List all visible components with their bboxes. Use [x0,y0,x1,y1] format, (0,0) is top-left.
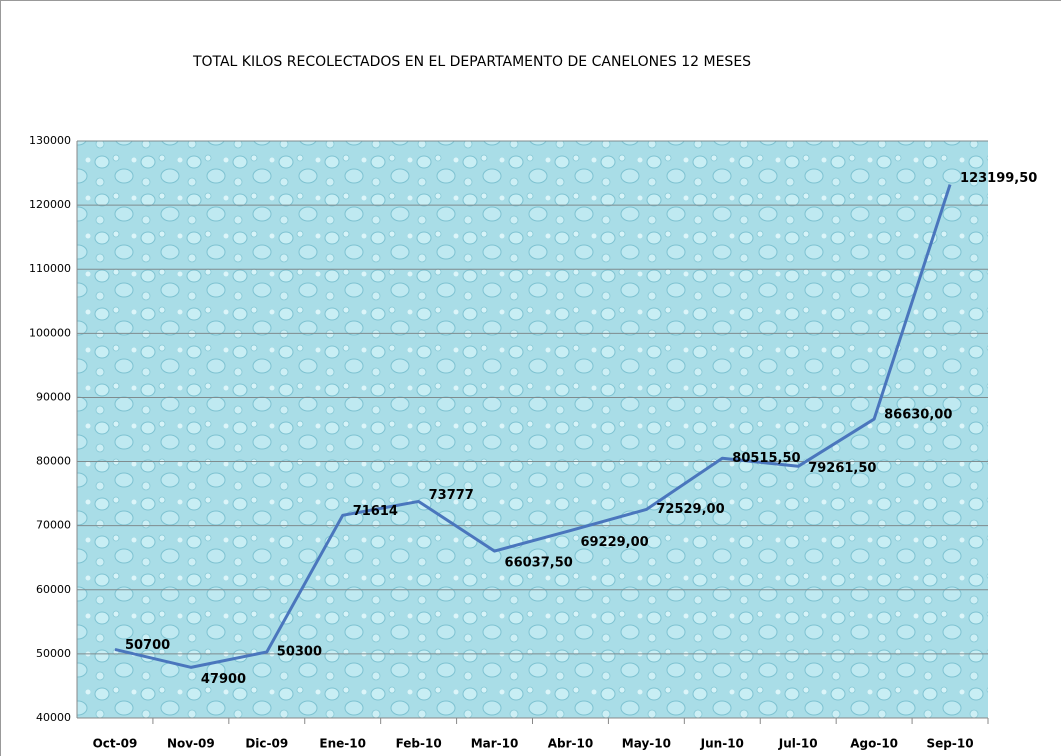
plot-background [77,141,988,718]
data-label: 80515,50 [732,451,800,466]
x-tick-label: Sep-10 [927,737,974,751]
data-label: 72529,00 [656,502,724,517]
data-label: 50300 [277,644,322,659]
x-tick-label: May-10 [622,737,671,751]
y-tick-label: 100000 [29,326,71,339]
y-tick-label: 110000 [29,262,71,275]
chart-title: TOTAL KILOS RECOLECTADOS EN EL DEPARTAME… [192,54,751,70]
x-tick-label: Jun-10 [700,737,744,751]
x-tick-label: Abr-10 [548,737,593,751]
data-label: 71614 [353,504,398,519]
x-tick-label: Dic-09 [245,737,288,751]
y-tick-label: 70000 [36,519,71,532]
x-tick-label: Ago-10 [850,737,898,751]
y-tick-label: 80000 [36,455,71,468]
data-label: 123199,50 [960,171,1037,186]
y-tick-label: 60000 [36,583,71,596]
data-label: 69229,00 [580,535,648,550]
line [114,184,952,669]
x-tick-label: Nov-09 [167,737,215,751]
y-tick-label: 50000 [36,647,71,660]
data-label: 66037,50 [505,556,573,571]
data-label: 86630,00 [884,408,952,423]
data-label: 79261,50 [808,461,876,476]
data-label: 47900 [201,672,246,687]
x-tick-label: Oct-09 [93,737,138,751]
x-tick-label: Feb-10 [396,737,442,751]
x-tick-label: Jul-10 [778,737,818,751]
x-tick-label: Mar-10 [471,737,519,751]
y-tick-label: 40000 [36,711,71,724]
y-tick-label: 90000 [36,390,71,403]
x-tick-label: Ene-10 [319,737,366,751]
data-label: 50700 [125,638,170,653]
y-tick-label: 130000 [29,134,71,147]
data-label: 73777 [429,488,474,503]
y-tick-label: 120000 [29,198,71,211]
